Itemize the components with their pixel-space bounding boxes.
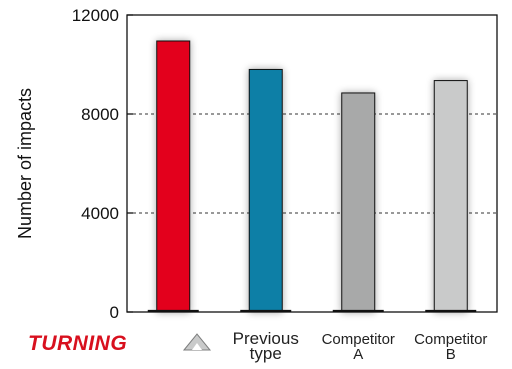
- y-tick-label: 4000: [81, 204, 119, 223]
- turning-logo: TURNING: [28, 332, 212, 355]
- turning-logo-text: TURNING: [28, 332, 127, 355]
- x-category-label: B: [446, 346, 456, 363]
- x-category-label: Competitor: [322, 331, 395, 348]
- y-tick-label: 12000: [72, 6, 119, 25]
- y-tick-label: 0: [110, 303, 119, 322]
- x-category-label: Previous: [233, 329, 299, 348]
- y-axis-title: Number of impacts: [15, 88, 35, 239]
- x-category-label: type: [250, 344, 282, 363]
- logo-triangle-inner-icon: [192, 343, 202, 350]
- y-tick-label: 8000: [81, 105, 119, 124]
- bar-competitor-b: [433, 80, 468, 313]
- bar-previous-type: [248, 68, 283, 313]
- bar-competitor-a: [341, 92, 376, 313]
- x-category-label: A: [353, 346, 363, 363]
- bars: [147, 40, 477, 313]
- y-axis-ticks: 0 4000 8000 12000: [72, 6, 133, 322]
- x-category-label: Competitor: [414, 331, 487, 348]
- bar-turning: [156, 40, 191, 313]
- plot-frame: [126, 14, 498, 313]
- x-axis-labels: TURNING PrevioustypeCompetitorACompetitor…: [28, 329, 487, 363]
